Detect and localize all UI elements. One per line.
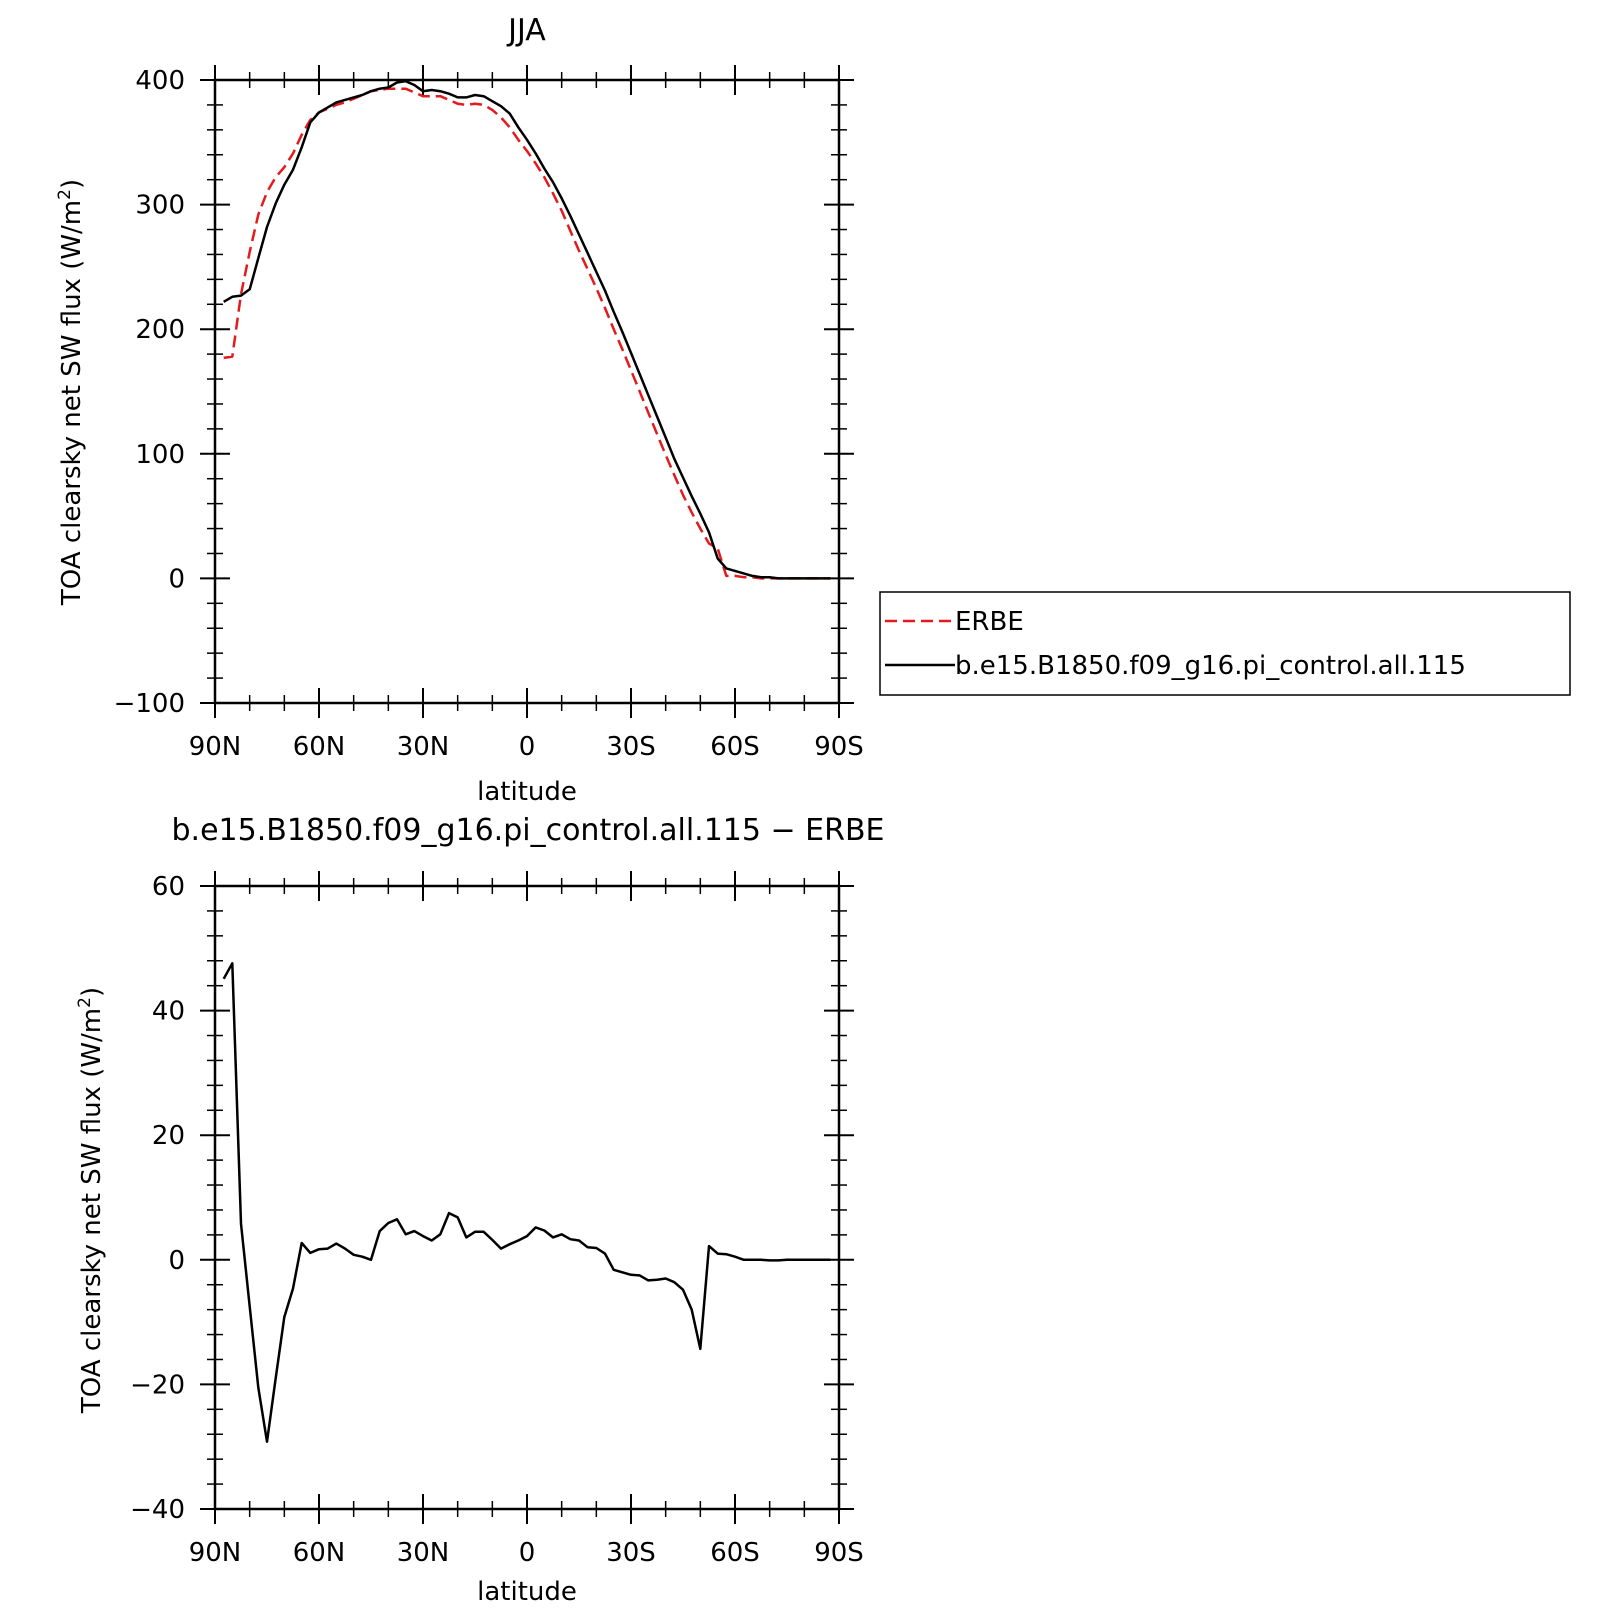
- top-y-tick-labels: −100 0 100 200 300 400: [114, 66, 185, 719]
- top-x-axis-label: latitude: [477, 777, 577, 807]
- bottom-x-axis-label: latitude: [477, 1577, 577, 1607]
- bottom-series-lines: [222, 962, 831, 1443]
- bottom-x-tick-label: 0: [519, 1538, 536, 1568]
- top-x-tick-label: 30S: [606, 732, 656, 762]
- bottom-y-tick-label: 40: [152, 997, 185, 1027]
- top-y-tick-label: 200: [135, 315, 185, 345]
- top-plot-frame: [213, 78, 841, 705]
- top-y-tick-label: 400: [135, 66, 185, 96]
- legend-frame: [879, 591, 1571, 696]
- bottom-x-tick-label: 30S: [606, 1538, 656, 1568]
- bottom-x-tick-label: 30N: [397, 1538, 450, 1568]
- top-y-axis-label-superscript: 2: [55, 189, 75, 200]
- bottom-x-tick-label: 90N: [189, 1538, 242, 1568]
- top-x-tick-label: 0: [519, 732, 536, 762]
- top-x-tick-label: 90N: [189, 732, 242, 762]
- bottom-y-tick-label: 0: [168, 1246, 185, 1276]
- top-chart-title: JJA: [506, 13, 546, 48]
- top-x-tick-label: 60S: [710, 732, 760, 762]
- legend-model-label: b.e15.B1850.f09_g16.pi_control.all.115: [955, 651, 1466, 681]
- bottom-y-tick-label: 20: [152, 1121, 185, 1151]
- bottom-x-tick-label: 60N: [293, 1538, 346, 1568]
- bottom-y-axis-label-close: ): [77, 987, 107, 997]
- legend-erbe-label: ERBE: [955, 607, 1024, 637]
- bottom-x-tick-labels: 90N 60N 30N 0 30S 60S 90S: [189, 1538, 864, 1568]
- top-y-axis-label: TOA clearsky net SW flux (W/m2): [55, 179, 87, 606]
- top-series-line-0: [223, 87, 831, 580]
- top-y-axis-label-close: ): [57, 179, 87, 189]
- panel-bottom-chart: b.e15.B1850.f09_g16.pi_control.all.115 −…: [75, 813, 885, 1607]
- bottom-y-tick-labels: −40 −20 0 20 40 60: [130, 872, 185, 1525]
- top-x-tick-labels: 90N 60N 30N 0 30S 60S 90S: [189, 732, 864, 762]
- top-y-axis-label-main: TOA clearsky net SW flux (W/m: [57, 200, 87, 606]
- bottom-axes-ticks: [200, 871, 854, 1524]
- top-y-tick-label: 0: [168, 564, 185, 594]
- top-axes-ticks: [200, 65, 854, 718]
- top-series-lines: [223, 79, 831, 580]
- legend: ERBE b.e15.B1850.f09_g16.pi_control.all.…: [879, 591, 1571, 696]
- bottom-x-tick-label: 60S: [710, 1538, 760, 1568]
- bottom-x-tick-label: 90S: [814, 1538, 864, 1568]
- bottom-y-tick-label: −40: [130, 1495, 185, 1525]
- bottom-y-axis-label: TOA clearsky net SW flux (W/m2): [75, 987, 107, 1414]
- bottom-chart-title: b.e15.B1850.f09_g16.pi_control.all.115 −…: [172, 813, 885, 848]
- top-y-tick-label: 100: [135, 440, 185, 470]
- bottom-plot-frame: [213, 884, 841, 1511]
- bottom-y-axis-label-superscript: 2: [75, 997, 95, 1008]
- top-x-tick-label: 30N: [397, 732, 450, 762]
- top-series-line-1: [223, 79, 831, 580]
- bottom-y-tick-label: 60: [152, 872, 185, 902]
- bottom-y-axis-label-main: TOA clearsky net SW flux (W/m: [77, 1008, 107, 1414]
- top-y-tick-label: −100: [114, 689, 185, 719]
- top-x-tick-label: 60N: [293, 732, 346, 762]
- top-x-tick-label: 90S: [814, 732, 864, 762]
- top-y-tick-label: 300: [135, 191, 185, 221]
- bottom-y-tick-label: −20: [130, 1370, 185, 1400]
- bottom-series-line-0: [222, 962, 831, 1443]
